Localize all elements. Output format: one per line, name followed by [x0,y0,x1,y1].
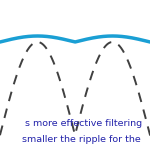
Text: s more effective filtering: s more effective filtering [26,119,142,128]
Text: smaller the ripple for the: smaller the ripple for the [22,135,140,144]
